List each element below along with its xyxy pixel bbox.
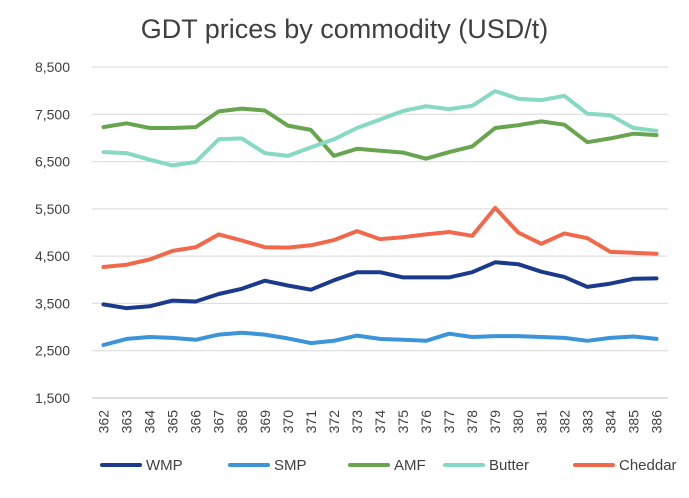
x-tick-label: 384 <box>602 410 618 434</box>
series-line-cheddar <box>101 205 659 269</box>
x-tick-label: 379 <box>487 410 503 434</box>
gridlines <box>92 66 668 399</box>
chart-title: GDT prices by commodity (USD/t) <box>140 14 549 44</box>
x-tick-label: 383 <box>579 410 595 434</box>
x-axis-ticks: 362 363 364 365 366 367 368 369 370 371 372 373 374 3… <box>96 410 665 434</box>
x-tick-label: 367 <box>211 410 227 434</box>
y-tick-label: 4,500 <box>35 248 70 264</box>
y-tick-label: 7,500 <box>35 106 70 122</box>
x-tick-label: 368 <box>234 410 250 434</box>
legend: WMP SMP AMF Butter Cheddar <box>100 457 677 474</box>
x-tick-label: 378 <box>464 410 480 434</box>
x-tick-label: 369 <box>257 410 273 434</box>
x-tick-label: 362 <box>96 410 112 434</box>
y-tick-label: 8,500 <box>35 59 70 75</box>
legend-label-amf: AMF <box>394 457 426 474</box>
series-lines <box>101 89 659 347</box>
x-tick-label: 377 <box>441 410 457 434</box>
x-tick-label: 365 <box>165 410 181 434</box>
y-tick-label: 5,500 <box>35 201 70 217</box>
x-tick-label: 371 <box>303 410 319 434</box>
x-tick-label: 375 <box>395 410 411 434</box>
legend-label-smp: SMP <box>274 457 307 474</box>
x-tick-label: 366 <box>188 410 204 434</box>
y-tick-label: 6,500 <box>35 154 70 170</box>
x-tick-label: 380 <box>510 410 526 434</box>
x-tick-label: 382 <box>556 410 572 434</box>
x-tick-label: 381 <box>533 410 549 434</box>
y-tick-label: 3,500 <box>35 295 70 311</box>
y-axis-ticks: 1,500 2,500 3,500 4,500 5,500 6,500 7,500 8,500 <box>35 59 70 406</box>
x-tick-label: 373 <box>349 410 365 434</box>
y-tick-label: 1,500 <box>35 390 70 406</box>
series-line-wmp <box>101 260 659 311</box>
series-line-amf <box>101 106 659 161</box>
x-tick-label: 364 <box>142 410 158 434</box>
x-tick-label: 370 <box>280 410 296 434</box>
x-tick-label: 363 <box>119 410 135 434</box>
x-tick-label: 376 <box>418 410 434 434</box>
x-tick-label: 372 <box>326 410 342 434</box>
y-tick-label: 2,500 <box>35 343 70 359</box>
series-line-butter <box>101 89 659 168</box>
x-tick-label: 374 <box>372 410 388 434</box>
x-tick-label: 386 <box>648 410 664 434</box>
legend-label-wmp: WMP <box>146 457 183 474</box>
x-tick-label: 385 <box>625 410 641 434</box>
legend-label-cheddar: Cheddar <box>619 457 677 474</box>
series-line-smp <box>101 330 659 347</box>
legend-label-butter: Butter <box>489 457 529 474</box>
